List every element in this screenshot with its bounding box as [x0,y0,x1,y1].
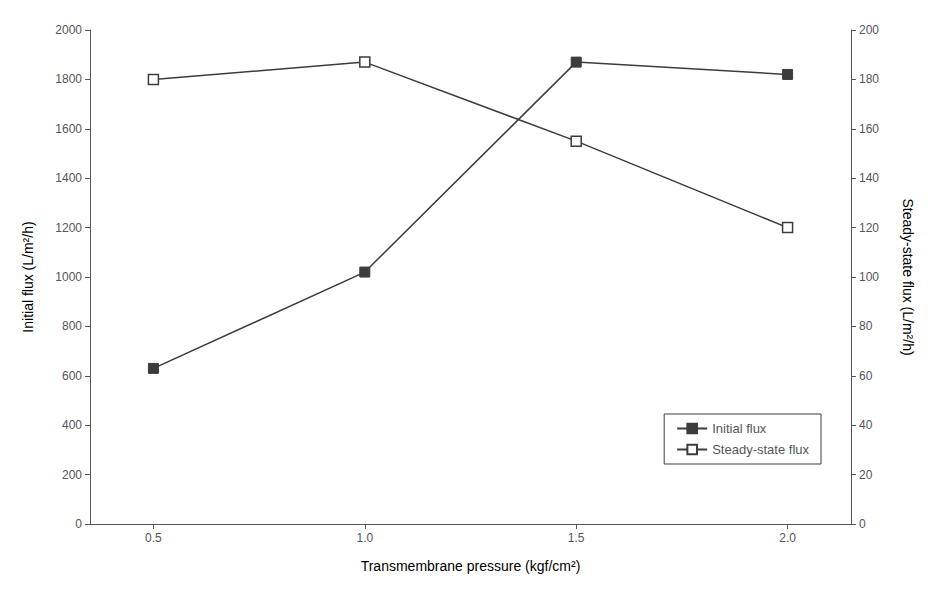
svg-text:600: 600 [62,369,82,383]
svg-text:Steady-state flux: Steady-state flux [712,442,809,457]
svg-text:Steady-state flux (L/m²/h): Steady-state flux (L/m²/h) [900,198,916,355]
svg-text:160: 160 [859,122,879,136]
svg-text:100: 100 [859,270,879,284]
svg-text:1.5: 1.5 [568,531,585,545]
svg-text:1000: 1000 [55,270,82,284]
svg-text:1400: 1400 [55,171,82,185]
svg-text:200: 200 [859,23,879,37]
svg-text:140: 140 [859,171,879,185]
svg-text:1800: 1800 [55,72,82,86]
svg-text:1600: 1600 [55,122,82,136]
svg-text:60: 60 [859,369,873,383]
svg-text:0: 0 [859,517,866,531]
svg-text:Initial flux: Initial flux [712,421,767,436]
svg-text:1200: 1200 [55,221,82,235]
svg-text:2.0: 2.0 [779,531,796,545]
svg-text:0: 0 [75,517,82,531]
svg-text:1.0: 1.0 [356,531,373,545]
svg-text:0.5: 0.5 [145,531,162,545]
svg-text:200: 200 [62,468,82,482]
svg-text:800: 800 [62,319,82,333]
svg-text:400: 400 [62,418,82,432]
svg-text:120: 120 [859,221,879,235]
svg-text:40: 40 [859,418,873,432]
svg-text:2000: 2000 [55,23,82,37]
svg-text:Initial flux (L/m²/h): Initial flux (L/m²/h) [20,221,36,332]
svg-text:20: 20 [859,468,873,482]
svg-text:180: 180 [859,72,879,86]
svg-text:Transmembrane pressure (kgf/cm: Transmembrane pressure (kgf/cm²) [361,558,581,574]
svg-text:80: 80 [859,319,873,333]
